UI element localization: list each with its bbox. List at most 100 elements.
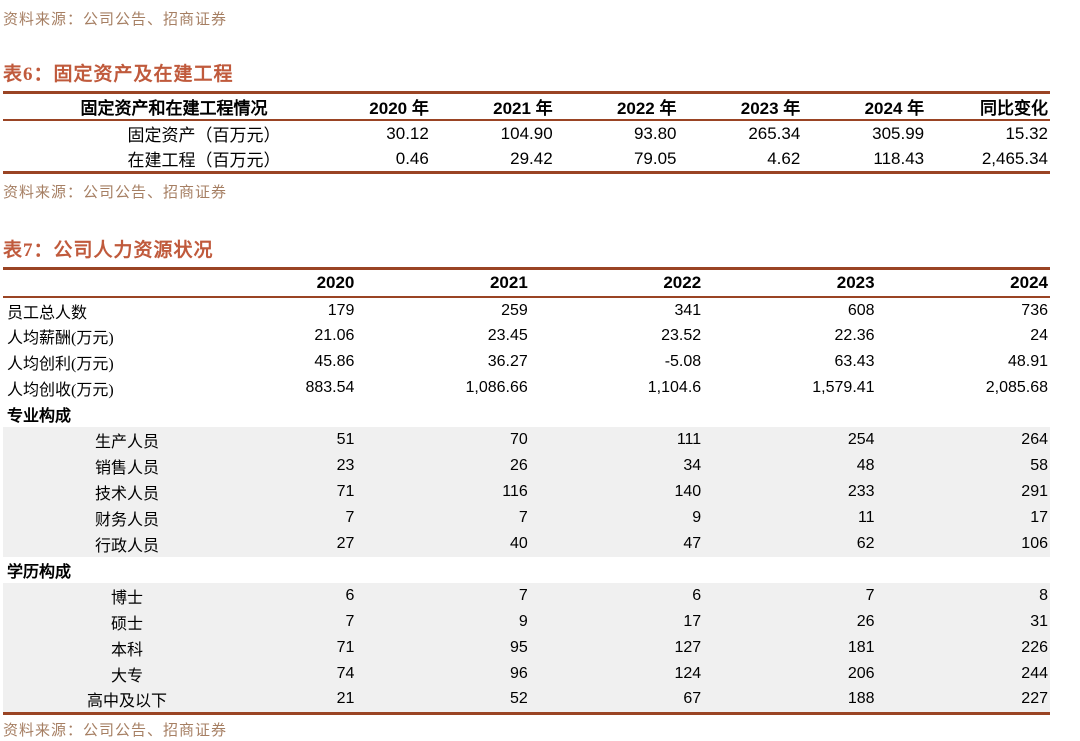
cell-value: 22.36 [834,327,875,344]
cell-value [183,401,356,427]
cell-value: 1,086.66 [465,379,528,396]
row-label: 人均创收(万元) [7,382,114,399]
cell-value: 29.42 [510,148,553,168]
cell-value: 883.54 [305,379,355,396]
cell-value: 79.05 [633,148,677,168]
cell-value: 291 [1021,483,1048,500]
cell-value: 140 [674,483,702,500]
cell-value: 15.32 [1005,123,1048,143]
column-header: 2020 [183,270,357,298]
table-row: 人均薪酬(万元) 21.06 23.45 23.52 22.36 24 [3,323,1050,349]
cell-value: 188 [847,690,875,708]
column-header [3,270,183,298]
cell-value: 74 [336,665,355,682]
header-row: 2020 2021 2022 2023 2024 [3,270,1050,298]
cell-value [703,557,876,583]
row-label: 销售人员 [94,460,159,477]
cell-value: 608 [847,301,875,319]
cell-value: 259 [501,301,528,319]
cell-value: 0.46 [395,148,429,168]
cell-value [356,401,529,427]
table-row: 大专 74 96 124 206 244 [3,661,1050,687]
cell-value [530,557,703,583]
table-row: 人均创利(万元) 45.86 36.27 -5.08 63.43 48.91 [3,349,1050,375]
row-label: 员工总人数 [7,304,88,322]
cell-value [877,401,1050,427]
table7-section: 表7：公司人力资源状况 2020 2021 2022 2023 2024 员工总人数 17… [3,239,1050,741]
cell-value: 27 [336,535,355,552]
cell-value [703,401,876,427]
cell-value: 47 [683,535,702,552]
cell-value: 26 [856,613,875,630]
cell-value: 21.06 [314,327,355,344]
header-row: 固定资产和在建工程情况 2020 年 2021 年 2022 年 2023 年 2024 … [3,94,1050,121]
table-row: 硕士 7 9 17 26 31 [3,609,1050,635]
cell-value: 181 [847,639,875,656]
cell-value: 104.90 [500,123,553,143]
cell-value: 36.27 [487,353,528,370]
cell-value [877,557,1050,583]
cell-value: 6 [692,587,702,604]
cell-value: 227 [1021,690,1048,708]
column-header: 2021 年 [430,94,555,121]
table-row: 专业构成 [3,401,1050,427]
cell-value: 48.91 [1007,353,1048,370]
cell-value: -5.08 [664,353,702,370]
cell-value: 71 [336,639,355,656]
cell-value [530,401,703,427]
cell-value: 254 [847,431,875,448]
cell-value: 233 [847,483,875,500]
cell-value: 17 [683,613,702,630]
table7-title: 表7：公司人力资源状况 [3,239,1050,270]
cell-value [356,557,529,583]
cell-value: 7 [345,509,355,526]
cell-value: 45.86 [314,353,355,370]
table6-title: 表6：固定资产及在建工程 [3,63,1050,94]
cell-value: 265.34 [748,123,801,143]
cell-value: 6 [345,587,355,604]
column-header: 同比变化 [926,94,1050,121]
table-row: 本科 71 95 127 181 226 [3,635,1050,661]
row-label: 人均薪酬(万元) [7,330,114,347]
fixed-assets-table-body: 固定资产（百万元） 30.12 104.90 93.80 265.34 305.99 15.… [3,120,1050,173]
cell-value: 4.62 [767,148,801,168]
cell-value: 226 [1021,639,1048,656]
cell-value: 8 [1039,587,1048,604]
table-row: 技术人员 71 116 140 233 291 [3,479,1050,505]
table-row: 学历构成 [3,557,1050,583]
row-label: 行政人员 [94,538,159,555]
table-row: 财务人员 7 7 9 11 17 [3,505,1050,531]
column-header: 2022 年 [554,94,679,121]
hr-table-header: 2020 2021 2022 2023 2024 [3,270,1050,298]
row-label: 固定资产（百万元） [127,126,281,145]
table-row: 销售人员 23 26 34 48 58 [3,453,1050,479]
column-header: 2024 年 [802,94,927,121]
row-label: 高中及以下 [86,693,167,711]
fixed-assets-table: 固定资产和在建工程情况 2020 年 2021 年 2022 年 2023 年 2024 … [3,94,1050,174]
cell-value: 52 [509,690,528,708]
table-row: 高中及以下 21 52 67 188 227 [3,687,1050,713]
cell-value: 23 [336,457,355,474]
cell-value: 118.43 [873,148,925,168]
fixed-assets-table-header: 固定资产和在建工程情况 2020 年 2021 年 2022 年 2023 年 2024 … [3,94,1050,121]
row-label: 生产人员 [94,434,159,451]
cell-value: 7 [518,509,528,526]
cell-value: 2,085.68 [985,379,1048,396]
cell-value: 305.99 [872,123,925,143]
cell-value: 48 [856,457,875,474]
row-label: 专业构成 [7,408,72,425]
cell-value: 67 [683,690,702,708]
row-label: 博士 [110,590,143,607]
cell-value: 63.43 [834,353,875,370]
cell-value: 11 [857,509,875,526]
cell-value: 206 [847,665,875,682]
row-label: 大专 [110,668,143,685]
cell-value: 24 [1030,327,1048,344]
cell-value [183,557,356,583]
table-row: 博士 6 7 6 7 8 [3,583,1050,609]
cell-value: 9 [692,509,702,526]
cell-value: 17 [1030,509,1048,526]
column-header: 2023 年 [678,94,803,121]
cell-value: 111 [676,431,702,448]
